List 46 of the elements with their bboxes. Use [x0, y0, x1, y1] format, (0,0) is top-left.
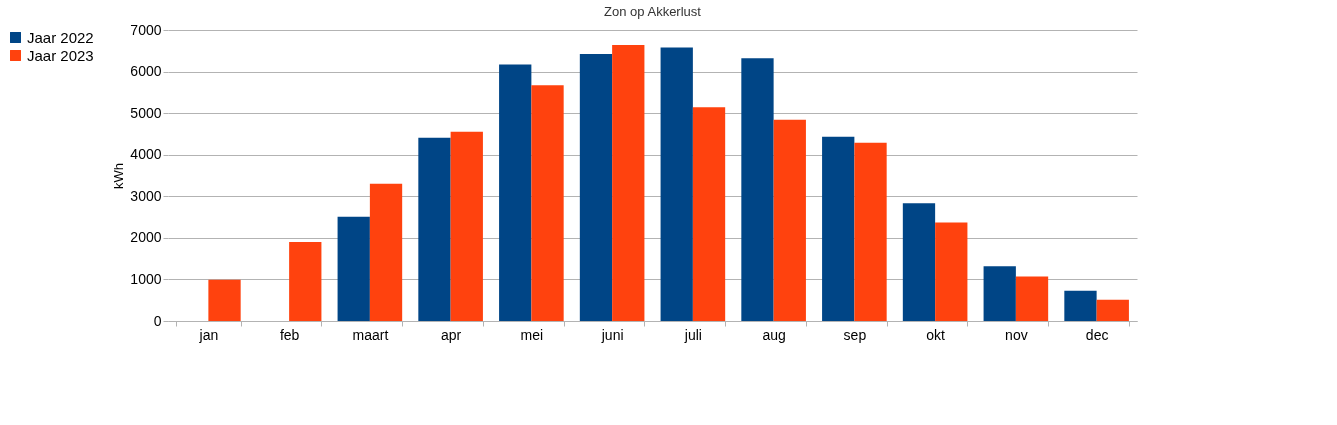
bar: [822, 136, 855, 321]
bar: [983, 266, 1016, 321]
bar: [773, 119, 806, 321]
bar: [935, 222, 968, 321]
y-tick-label: 7000: [130, 21, 162, 38]
x-tick-label: nov: [1005, 326, 1028, 343]
y-tick-label: 0: [153, 312, 162, 329]
y-axis-title: kWh: [111, 163, 127, 189]
x-tick-label: maart: [352, 326, 389, 343]
bar: [531, 85, 564, 321]
bar: [902, 203, 936, 321]
bar: [289, 242, 322, 321]
y-tick-label: 2000: [130, 229, 162, 246]
bar: [337, 216, 370, 321]
bar: [450, 131, 483, 321]
x-tick-label: juli: [683, 326, 702, 343]
bar: [741, 58, 774, 321]
bar: [579, 54, 613, 321]
legend-label: Jaar 2023: [27, 46, 94, 64]
bar: [612, 44, 645, 321]
bar: [418, 137, 451, 321]
bar: [1064, 290, 1097, 321]
bar: [854, 142, 887, 321]
y-tick-label: 6000: [130, 63, 162, 80]
legend-label: Jaar 2022: [27, 28, 94, 46]
bar: [499, 64, 532, 321]
bar: [1015, 276, 1049, 321]
bar: [369, 183, 403, 321]
chart-title: Zon op Akkerlust: [604, 4, 702, 19]
x-tick-label: dec: [1085, 326, 1109, 343]
bar: [1096, 299, 1129, 321]
x-tick-label: juni: [600, 326, 624, 343]
x-tick-label: mei: [520, 326, 544, 343]
x-tick-label: feb: [279, 326, 300, 343]
x-tick-label: jan: [198, 326, 219, 343]
x-tick-label: okt: [926, 326, 946, 343]
bar: [660, 47, 693, 321]
y-tick-label: 3000: [130, 187, 162, 204]
x-tick-label: apr: [441, 326, 462, 343]
y-tick-label: 1000: [130, 270, 162, 287]
bar: [692, 107, 726, 321]
x-tick-label: sep: [843, 326, 867, 343]
y-tick-label: 5000: [130, 104, 162, 121]
bar: [208, 279, 241, 321]
y-tick-label: 4000: [130, 146, 162, 163]
x-tick-label: aug: [762, 326, 786, 343]
